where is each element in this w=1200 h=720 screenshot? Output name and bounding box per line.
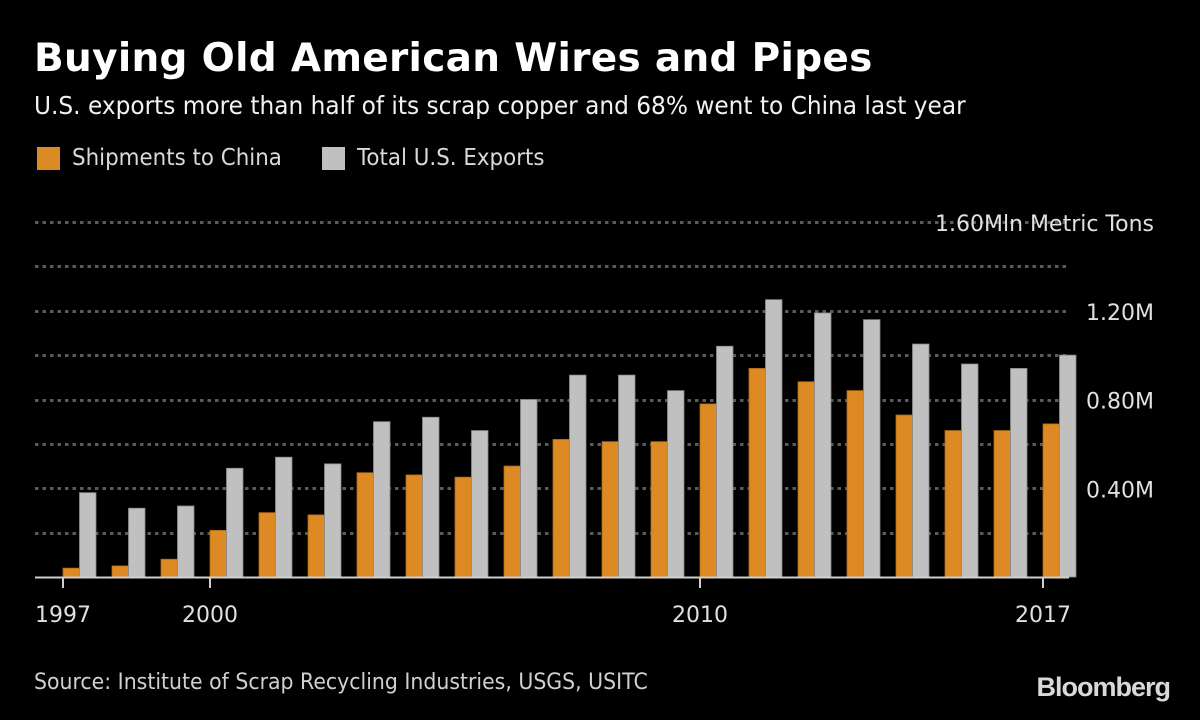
legend-label-china: Shipments to China <box>72 145 282 171</box>
bar-china-1997 <box>62 567 80 578</box>
bar-china-2013 <box>846 390 864 578</box>
bar-china-2015 <box>944 430 962 578</box>
y-axis-labels: 0.40M 0.80M 1.20M 1.60Mln Metric Tons <box>935 212 1154 503</box>
bar-total-2002 <box>324 463 342 578</box>
bar-total-2009 <box>667 390 685 578</box>
bar-total-2017 <box>1059 354 1077 578</box>
bar-total-2006 <box>520 399 538 578</box>
bar-china-2003 <box>356 472 374 578</box>
bar-china-2007 <box>552 439 570 578</box>
legend-label-total: Total U.S. Exports <box>356 145 545 171</box>
bar-china-1998 <box>111 565 129 578</box>
bar-china-2006 <box>503 465 521 578</box>
x-tick-label: 2017 <box>1015 603 1071 628</box>
y-tick-label: 1.20M <box>1086 301 1154 326</box>
bar-china-1999 <box>160 558 178 578</box>
legend-swatch-china <box>37 146 60 170</box>
bars <box>62 299 1077 578</box>
source-note: Source: Institute of Scrap Recycling Ind… <box>34 670 648 695</box>
bar-china-2012 <box>797 381 815 578</box>
x-tick-label: 2000 <box>182 603 238 628</box>
bar-china-2009 <box>650 441 668 578</box>
bar-china-2016 <box>993 430 1011 578</box>
bar-total-2005 <box>471 430 489 578</box>
bar-china-2002 <box>307 514 325 578</box>
bar-china-2001 <box>258 512 276 578</box>
bar-total-2013 <box>863 319 881 578</box>
bar-total-2016 <box>1010 368 1028 578</box>
bar-total-2004 <box>422 416 440 578</box>
bar-total-1997 <box>79 492 97 578</box>
bar-total-2010 <box>716 345 734 578</box>
x-axis: 1997 2000 2010 2017 <box>35 576 1071 628</box>
bar-china-2000 <box>209 530 227 578</box>
bar-china-2010 <box>699 403 717 578</box>
bloomberg-logo: Bloomberg <box>1036 672 1171 702</box>
bar-total-2003 <box>373 421 391 578</box>
bar-china-2005 <box>454 476 472 578</box>
bar-china-2008 <box>601 441 619 578</box>
legend: Shipments to China Total U.S. Exports <box>37 145 582 171</box>
bar-china-2004 <box>405 474 423 578</box>
y-tick-label: 0.80M <box>1086 390 1154 415</box>
bar-total-1998 <box>128 507 146 578</box>
chart-title: Buying Old American Wires and Pipes <box>34 36 873 81</box>
y-tick-label: 0.40M <box>1086 478 1154 503</box>
x-tick-label: 2010 <box>672 603 728 628</box>
bar-total-2001 <box>275 456 293 578</box>
bar-total-2011 <box>765 299 783 578</box>
bar-total-2014 <box>912 343 930 578</box>
bar-total-1999 <box>177 505 195 578</box>
bar-china-2014 <box>895 414 913 578</box>
bar-china-2017 <box>1042 423 1060 578</box>
legend-swatch-total <box>321 146 345 170</box>
chart-subtitle: U.S. exports more than half of its scrap… <box>34 91 966 120</box>
legend-item-china: Shipments to China <box>37 145 298 171</box>
bar-total-2000 <box>226 467 244 578</box>
bar-total-2015 <box>961 363 979 578</box>
bar-total-2007 <box>569 374 587 578</box>
x-tick-label: 1997 <box>35 603 91 628</box>
legend-item-total: Total U.S. Exports <box>321 145 559 171</box>
bar-total-2008 <box>618 374 636 578</box>
y-tick-label: 1.60Mln Metric Tons <box>935 212 1154 237</box>
bar-total-2012 <box>814 312 832 578</box>
bar-china-2011 <box>748 368 766 578</box>
